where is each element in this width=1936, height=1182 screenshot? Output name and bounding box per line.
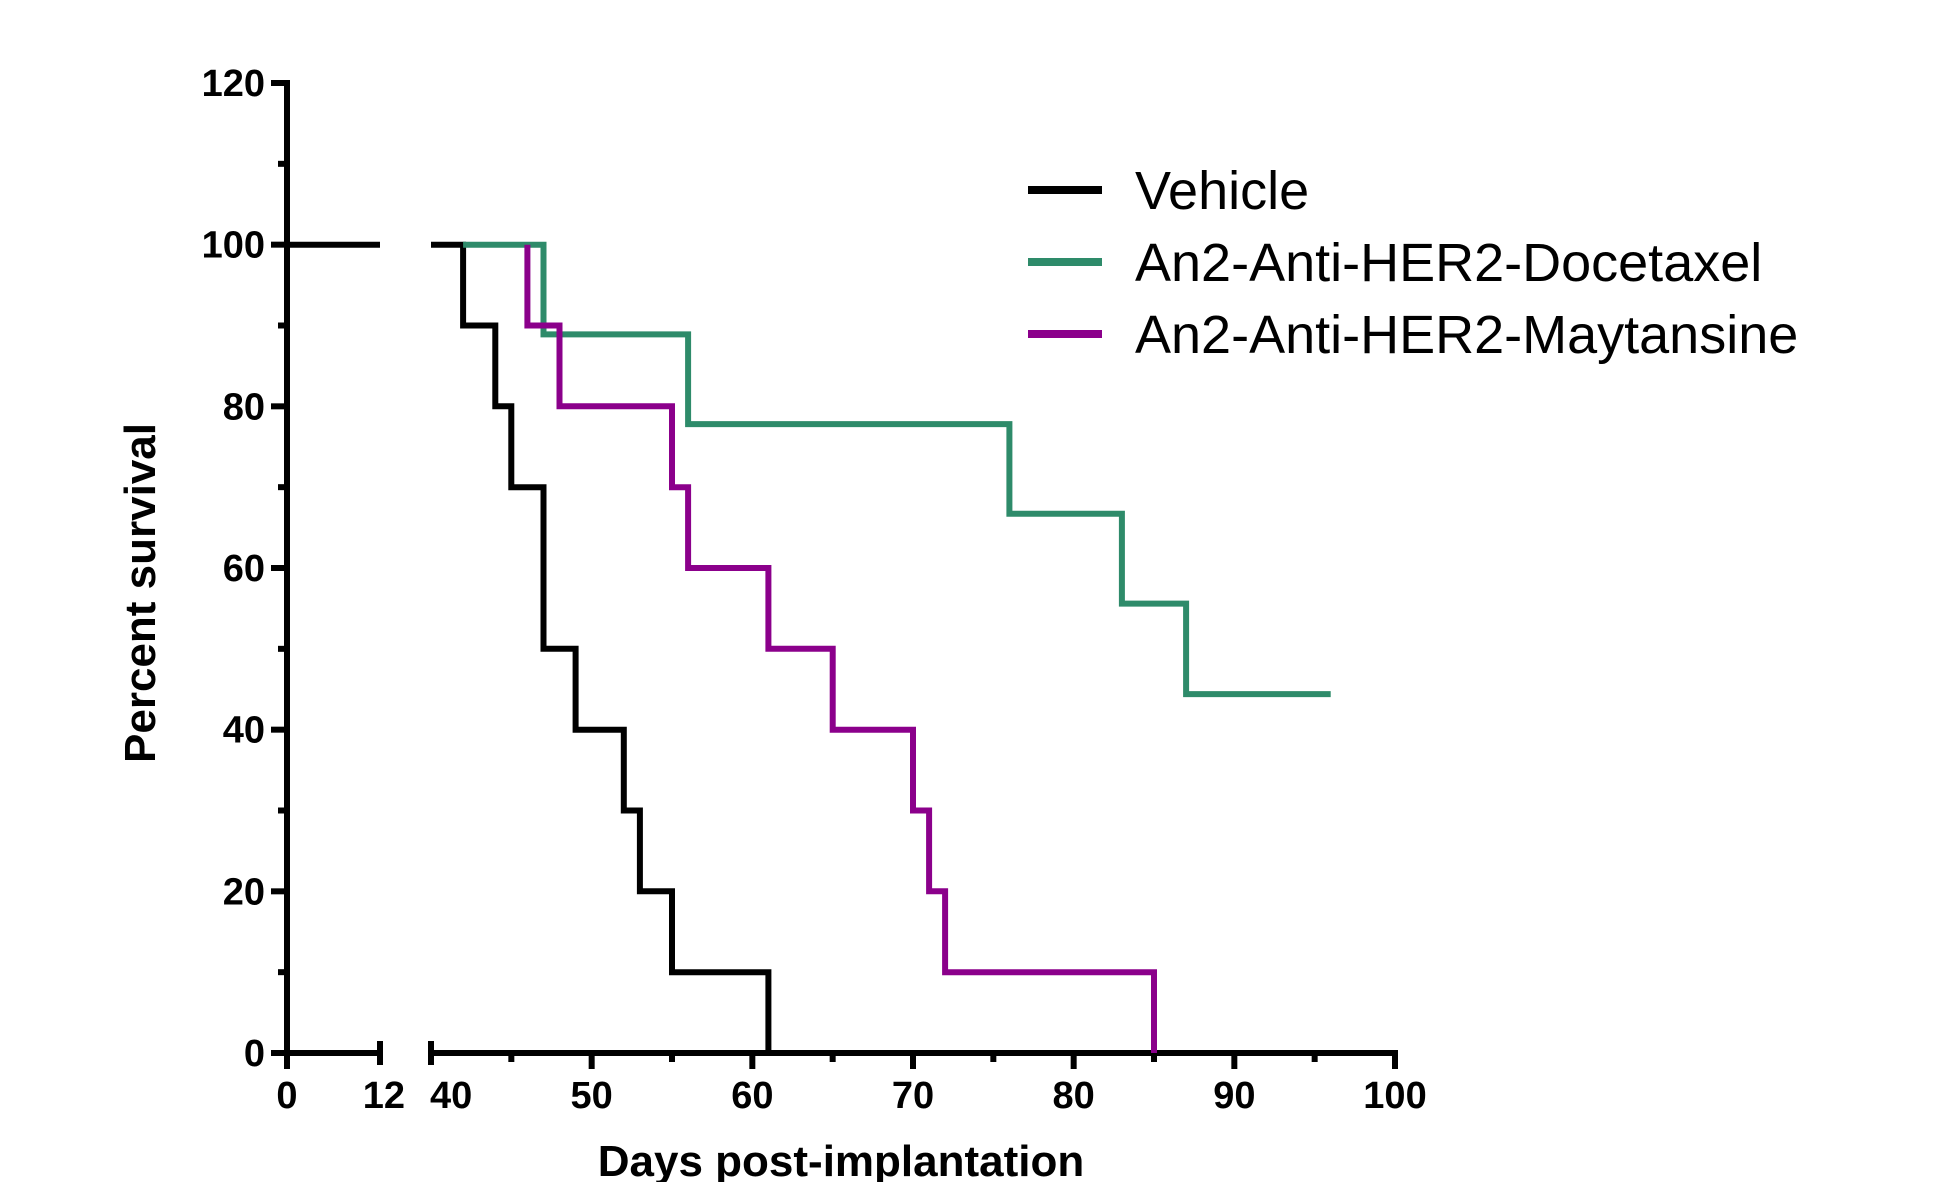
x-tick-label: 80 [1053,1075,1095,1117]
series-2 [463,241,1331,698]
legend: Vehicle An2-Anti-HER2-Docetaxel An2-Anti-H… [1028,161,1798,365]
x-tick-label: 50 [571,1075,613,1117]
legend-label: An2-Anti-HER2-Docetaxel [1135,233,1762,293]
series-line [431,241,772,1053]
y-tick-label: 60 [223,548,265,590]
x-tick-label: 0 [276,1075,297,1117]
y-tick-label: 20 [223,871,265,913]
series-line [463,241,1331,698]
y-tick-label: 120 [202,63,265,105]
axes: 0 20 40 60 80 100 120 0 12 40 50 60 70 80 90 100 [202,63,1427,1117]
legend-label: Vehicle [1135,161,1309,221]
x-tick-label: 12 [363,1075,405,1117]
x-tick-label: 40 [430,1075,472,1117]
x-tick-label: 100 [1363,1075,1426,1117]
x-tick-label: 60 [731,1075,773,1117]
series-3 [524,244,1157,1053]
x-tick-label: 90 [1213,1075,1255,1117]
series-line [524,244,1157,1053]
x-axis-title: Days post-implantation [598,1137,1085,1182]
x-tick-label: 70 [892,1075,934,1117]
y-tick-label: 80 [223,386,265,428]
y-tick-label: 40 [223,710,265,752]
y-axis-title: Percent survival [116,423,165,763]
legend-label: An2-Anti-HER2-Maytansine [1135,305,1798,365]
y-tick-label: 0 [244,1033,265,1075]
y-tick-label: 100 [202,225,265,267]
series-layer [287,241,1331,1053]
series-1 [287,241,772,1053]
